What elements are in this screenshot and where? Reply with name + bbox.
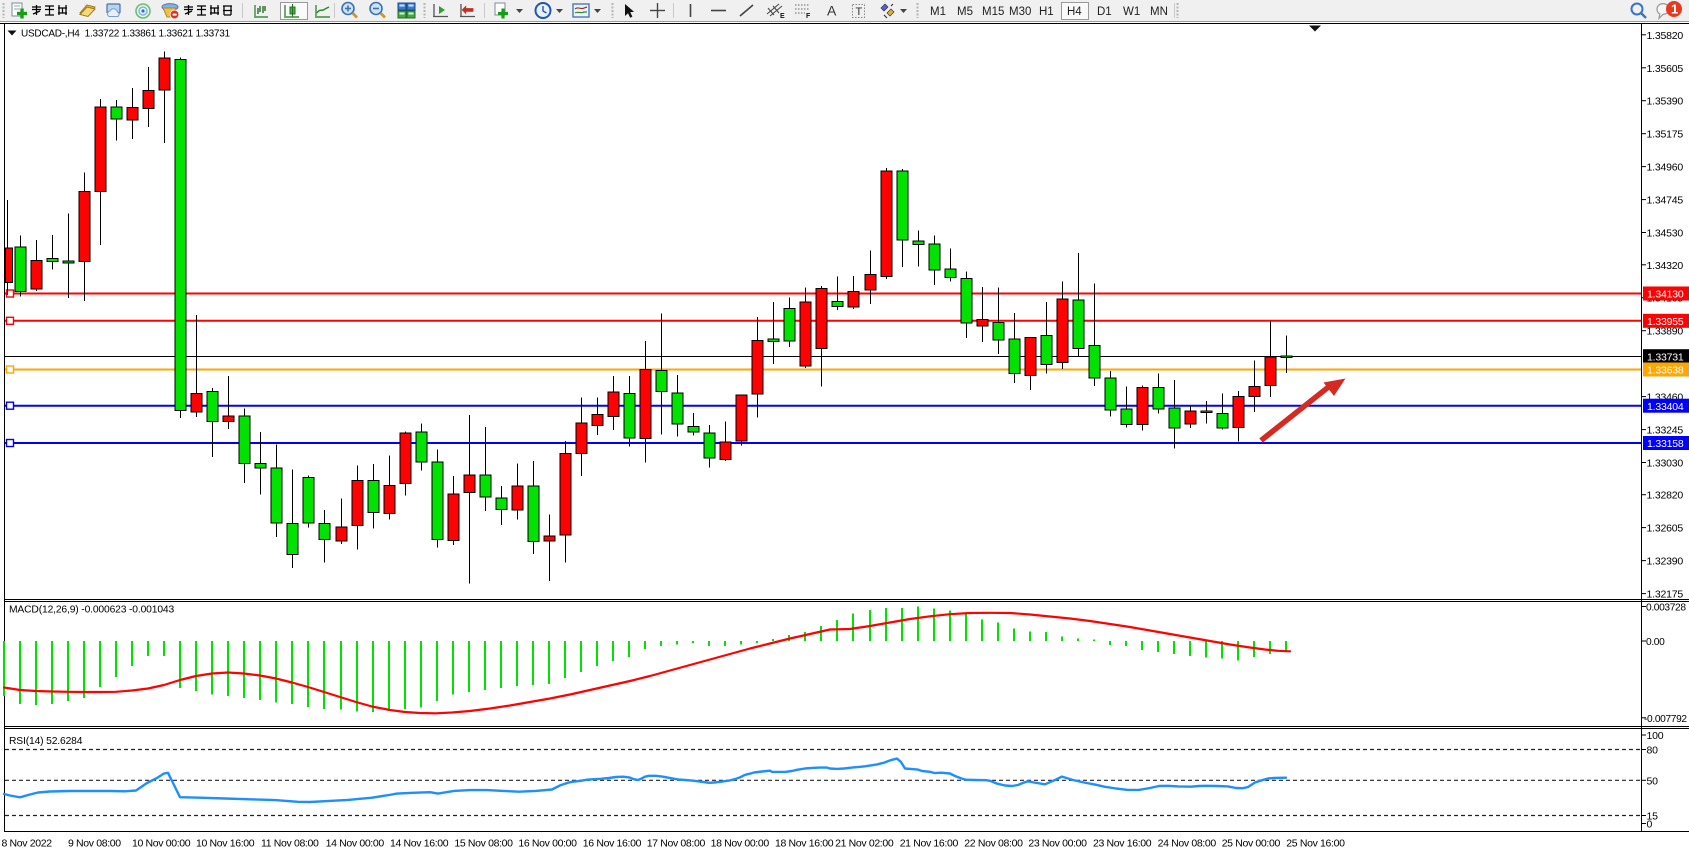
svg-text:11 Nov 08:00: 11 Nov 08:00 xyxy=(261,838,319,850)
svg-text:1.34530: 1.34530 xyxy=(1647,228,1684,240)
svg-text:25 Nov 00:00: 25 Nov 00:00 xyxy=(1222,838,1281,850)
svg-text:18 Nov 16:00: 18 Nov 16:00 xyxy=(775,838,834,850)
svg-text:18 Nov 00:00: 18 Nov 00:00 xyxy=(711,838,770,850)
svg-text:0.00: 0.00 xyxy=(1646,637,1665,648)
svg-text:RSI(14) 52.6284: RSI(14) 52.6284 xyxy=(9,736,83,747)
svg-text:1.32605: 1.32605 xyxy=(1647,523,1684,535)
svg-text:H4: H4 xyxy=(1067,6,1082,18)
svg-text:80: 80 xyxy=(1647,745,1659,757)
svg-text:1.33158: 1.33158 xyxy=(1647,438,1684,450)
svg-text:T: T xyxy=(856,6,863,18)
svg-text:21 Nov 02:00: 21 Nov 02:00 xyxy=(835,838,894,850)
svg-text:USDCAD-,H4 1.33722 1.33861 1.: USDCAD-,H4 1.33722 1.33861 1.33621 1.337… xyxy=(21,29,231,40)
svg-text:1.35390: 1.35390 xyxy=(1647,96,1684,108)
svg-text:1.33890: 1.33890 xyxy=(1647,326,1684,338)
svg-text:M15: M15 xyxy=(982,6,1004,18)
svg-text:MN: MN xyxy=(1150,6,1168,18)
svg-text:1.34960: 1.34960 xyxy=(1647,162,1684,174)
svg-text:50: 50 xyxy=(1647,775,1659,787)
svg-text:1.33404: 1.33404 xyxy=(1647,401,1684,413)
svg-text:8 Nov 2022: 8 Nov 2022 xyxy=(2,838,53,850)
svg-text:MACD(12,26,9) -0.000623 -0.001: MACD(12,26,9) -0.000623 -0.001043 xyxy=(9,605,174,616)
svg-text:1.33731: 1.33731 xyxy=(1647,351,1684,363)
svg-text:22 Nov 08:00: 22 Nov 08:00 xyxy=(964,838,1023,850)
svg-text:A: A xyxy=(827,3,837,19)
svg-text:1.33638: 1.33638 xyxy=(1647,365,1684,377)
svg-text:14 Nov 16:00: 14 Nov 16:00 xyxy=(390,838,449,850)
svg-text:10 Nov 00:00: 10 Nov 00:00 xyxy=(132,838,191,850)
svg-text:9 Nov 08:00: 9 Nov 08:00 xyxy=(68,838,121,850)
svg-text:E: E xyxy=(780,13,785,20)
svg-text:1.34130: 1.34130 xyxy=(1647,289,1684,301)
svg-text:W1: W1 xyxy=(1123,6,1140,18)
svg-text:D1: D1 xyxy=(1097,6,1112,18)
svg-text:1: 1 xyxy=(1671,2,1678,17)
svg-text:16 Nov 00:00: 16 Nov 00:00 xyxy=(518,838,577,850)
svg-text:15 Nov 08:00: 15 Nov 08:00 xyxy=(454,838,513,850)
svg-text:23 Nov 00:00: 23 Nov 00:00 xyxy=(1028,838,1087,850)
svg-text:100: 100 xyxy=(1647,730,1664,742)
svg-text:21 Nov 16:00: 21 Nov 16:00 xyxy=(900,838,959,850)
svg-text:M5: M5 xyxy=(957,6,973,18)
svg-text:23 Nov 16:00: 23 Nov 16:00 xyxy=(1093,838,1152,850)
svg-text:M30: M30 xyxy=(1009,6,1031,18)
svg-text:1.32820: 1.32820 xyxy=(1647,490,1684,502)
svg-text:14 Nov 00:00: 14 Nov 00:00 xyxy=(326,838,385,850)
svg-text:1.34745: 1.34745 xyxy=(1647,195,1684,207)
svg-text:H1: H1 xyxy=(1039,6,1054,18)
svg-text:1.34320: 1.34320 xyxy=(1647,260,1684,272)
svg-text:0.003728: 0.003728 xyxy=(1646,603,1686,614)
svg-text:10 Nov 16:00: 10 Nov 16:00 xyxy=(196,838,255,850)
svg-text:0: 0 xyxy=(1647,819,1653,831)
svg-text:1.35605: 1.35605 xyxy=(1647,63,1684,75)
svg-text:1.35820: 1.35820 xyxy=(1647,30,1684,42)
svg-text:1.32175: 1.32175 xyxy=(1647,589,1684,601)
svg-text:1.33245: 1.33245 xyxy=(1647,425,1684,437)
svg-text:-0.007792: -0.007792 xyxy=(1644,714,1687,725)
svg-text:25 Nov 16:00: 25 Nov 16:00 xyxy=(1286,838,1345,850)
svg-text:1.33030: 1.33030 xyxy=(1647,458,1684,470)
svg-text:17 Nov 08:00: 17 Nov 08:00 xyxy=(647,838,706,850)
svg-text:24 Nov 08:00: 24 Nov 08:00 xyxy=(1158,838,1217,850)
svg-text:1.33955: 1.33955 xyxy=(1647,316,1684,328)
svg-text:F: F xyxy=(806,13,811,20)
svg-text:16 Nov 16:00: 16 Nov 16:00 xyxy=(583,838,642,850)
svg-text:15: 15 xyxy=(1647,811,1659,823)
svg-text:1.32390: 1.32390 xyxy=(1647,556,1684,568)
svg-text:M1: M1 xyxy=(930,6,946,18)
svg-text:1.35175: 1.35175 xyxy=(1647,129,1684,141)
